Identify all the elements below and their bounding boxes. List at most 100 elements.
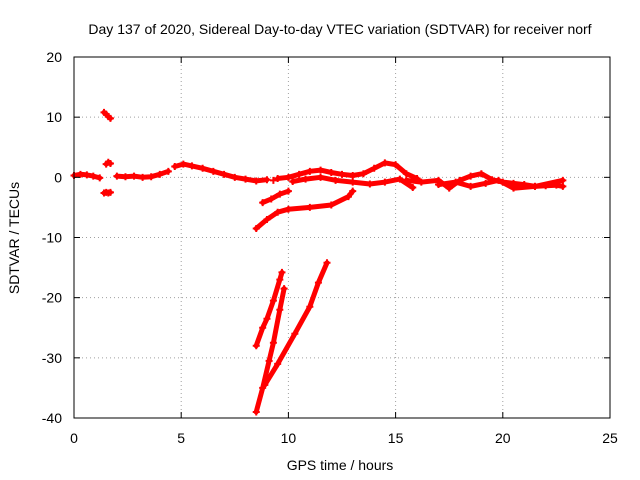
data-point: [327, 169, 335, 177]
data-point: [265, 357, 273, 365]
data-point: [209, 167, 217, 175]
grid-lines: [74, 57, 610, 418]
data-point: [263, 215, 271, 223]
data-point: [139, 173, 147, 181]
series-descending-track: [259, 187, 292, 207]
data-point: [267, 195, 275, 203]
data-point: [291, 330, 299, 338]
data-point: [349, 172, 357, 180]
data-point: [306, 203, 314, 211]
y-axis-label: SDTVAR / TECUs: [6, 182, 22, 294]
data-point: [263, 315, 271, 323]
data-point: [269, 297, 277, 305]
series-line: [172, 161, 270, 184]
series-afternoon: [402, 170, 567, 192]
x-tick-label: 0: [70, 430, 78, 446]
series-line: [253, 188, 356, 231]
data-point: [306, 303, 314, 311]
data-point: [259, 199, 267, 207]
x-tick-label: 5: [177, 430, 185, 446]
y-tick-label: -10: [42, 230, 62, 246]
data-point: [323, 259, 331, 267]
data-point: [89, 172, 97, 180]
data-point: [274, 208, 282, 216]
data-point: [188, 162, 196, 170]
data-point: [121, 173, 129, 181]
data-point: [252, 224, 260, 232]
data-point: [409, 184, 417, 192]
x-tick-label: 15: [388, 430, 404, 446]
data-point: [252, 408, 260, 416]
data-point: [477, 170, 485, 178]
series-line: [260, 188, 291, 206]
data-point: [276, 306, 284, 314]
data-point: [317, 166, 325, 174]
series-plunge-b: [252, 285, 288, 416]
data-point: [252, 177, 260, 185]
data-point: [263, 176, 271, 184]
data-point: [199, 164, 207, 172]
data-point: [242, 175, 250, 183]
data-point: [96, 174, 104, 182]
data-point: [113, 172, 121, 180]
y-tick-label: 20: [46, 49, 62, 65]
data-point: [467, 182, 475, 190]
series-spike-low: [100, 188, 114, 197]
data-point: [130, 172, 138, 180]
data-point: [317, 173, 325, 181]
data-point: [147, 173, 155, 181]
y-tick-label: -30: [42, 350, 62, 366]
data-point: [467, 172, 475, 180]
data-point: [332, 176, 340, 184]
series-afternoon-2: [434, 176, 567, 192]
data-point: [417, 178, 425, 186]
data-point: [381, 178, 389, 186]
series-plunge-c: [261, 259, 331, 389]
x-axis-label: GPS time / hours: [287, 457, 394, 473]
data-point: [106, 114, 114, 122]
data-layer: [70, 108, 567, 416]
data-point: [344, 193, 352, 201]
data-point: [179, 160, 187, 168]
data-point: [280, 285, 288, 293]
chart-title: Day 137 of 2020, Sidereal Day-to-day VTE…: [88, 21, 591, 37]
axis-ticks: 0 5 10 15 20 25 -40 -30 -20 -10 0 10 20: [42, 49, 618, 446]
series-main-midday: [274, 159, 421, 183]
data-point: [314, 279, 322, 287]
data-point: [402, 176, 410, 184]
series-baseline-early: [70, 170, 104, 182]
series-spike-mid: [102, 158, 114, 168]
data-point: [359, 170, 367, 178]
x-tick-label: 25: [602, 430, 618, 446]
data-point: [269, 176, 277, 184]
data-point: [171, 163, 179, 171]
data-point: [289, 178, 297, 186]
data-point: [83, 171, 91, 179]
y-tick-label: -40: [42, 410, 62, 426]
data-point: [366, 180, 374, 188]
data-point: [269, 339, 277, 347]
data-point: [231, 173, 239, 181]
data-point: [402, 170, 410, 178]
data-point: [252, 342, 260, 350]
y-tick-label: -20: [42, 290, 62, 306]
series-spike-high: [100, 108, 114, 122]
y-tick-label: 0: [54, 169, 62, 185]
series-line: [253, 286, 287, 415]
data-point: [276, 276, 284, 284]
data-point: [434, 181, 442, 189]
data-point: [284, 187, 292, 195]
data-point: [559, 182, 567, 190]
data-point: [452, 178, 460, 186]
data-point: [327, 201, 335, 209]
data-point: [306, 167, 314, 175]
data-point: [482, 179, 490, 187]
data-point: [445, 184, 453, 192]
data-point: [495, 176, 503, 184]
data-point: [106, 188, 114, 196]
data-point: [274, 360, 282, 368]
data-point: [531, 182, 539, 190]
series-line: [262, 260, 330, 388]
series-sparse-plus: [113, 167, 172, 181]
